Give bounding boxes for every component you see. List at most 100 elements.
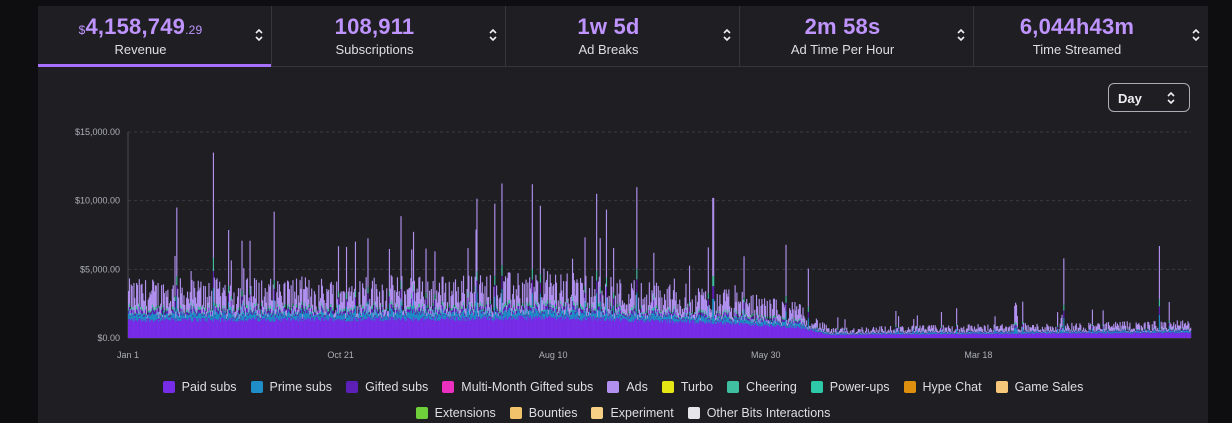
bar-segment [330, 310, 332, 318]
bar-segment [932, 333, 934, 338]
bar-segment [502, 314, 504, 316]
bar-segment [590, 317, 592, 338]
bar-segment [408, 306, 410, 310]
bar-segment [566, 306, 568, 316]
bar-segment [851, 330, 853, 333]
bar-segment [565, 281, 567, 304]
stat-tab-revenue[interactable]: $4,158,749.29 Revenue [38, 6, 272, 67]
bar-segment [695, 316, 697, 322]
bar-segment [655, 311, 658, 320]
bar-segment [561, 310, 563, 317]
bar-segment [669, 284, 671, 309]
bar-segment [943, 333, 945, 334]
bar-segment [705, 321, 708, 338]
bar-segment [228, 319, 230, 338]
bar-segment [245, 315, 247, 317]
bar-segment [514, 316, 516, 319]
sort-arrows-icon [723, 28, 731, 42]
bar-segment [768, 320, 770, 325]
bar-segment [525, 279, 527, 303]
bar-segment [342, 320, 344, 338]
bar-segment [270, 321, 272, 338]
bar-segment [800, 325, 802, 329]
bar-segment [372, 318, 374, 320]
bar-segment [724, 301, 726, 316]
bar-segment [281, 302, 283, 312]
bar-segment [245, 304, 248, 309]
bar-segment [345, 318, 347, 320]
bar-segment [924, 334, 926, 338]
bar-segment [697, 322, 699, 338]
bar-segment [320, 314, 322, 317]
granularity-select[interactable]: Day [1108, 83, 1190, 112]
bar-segment [387, 318, 390, 321]
bar-segment [368, 312, 370, 315]
bar-segment [930, 333, 932, 335]
bar-segment [300, 288, 302, 308]
bar-segment [855, 332, 857, 334]
stat-tab-time-streamed[interactable]: 6,044h43m Time Streamed [974, 6, 1208, 66]
bar-segment [162, 304, 164, 308]
bar-segment [517, 319, 519, 338]
bar-segment [930, 332, 932, 334]
bar-segment [621, 317, 623, 321]
bar-segment [717, 317, 719, 321]
bar-segment [507, 319, 509, 338]
bar-segment [946, 334, 948, 338]
bar-segment [345, 312, 347, 319]
bar-segment [221, 312, 223, 319]
stat-tab-ad-time-per-hour[interactable]: 2m 58s Ad Time Per Hour [740, 6, 974, 66]
bar-segment [434, 320, 436, 338]
bar-segment [513, 310, 515, 317]
bar-segment [247, 315, 249, 320]
bar-segment [786, 327, 788, 338]
bar-segment [287, 306, 290, 311]
bar-segment [605, 321, 607, 338]
bar-segment [364, 313, 366, 320]
bar-segment [834, 334, 836, 338]
bar-segment [213, 277, 215, 303]
bar-segment [788, 318, 790, 324]
bar-segment [291, 315, 293, 317]
bar-segment [491, 316, 493, 318]
bar-segment [136, 306, 138, 310]
bar-segment [574, 310, 576, 313]
bar-segment [909, 329, 911, 333]
bar-segment [984, 326, 986, 332]
bar-segment [995, 332, 997, 334]
stat-label: Time Streamed [1032, 42, 1122, 57]
bar-segment [343, 318, 345, 338]
stat-tab-ad-breaks[interactable]: 1w 5d Ad Breaks [506, 6, 740, 66]
bar-segment [143, 300, 145, 314]
bar-segment [487, 310, 490, 313]
bar-segment [647, 305, 650, 314]
bar-segment [636, 279, 638, 293]
bar-segment [969, 332, 971, 333]
bar-segment [155, 285, 157, 307]
bar-segment [435, 299, 437, 313]
bar-segment [983, 330, 985, 332]
bar-segment [685, 283, 687, 307]
bar-segment [971, 325, 973, 331]
bar-segment [814, 330, 817, 332]
bar-segment [389, 310, 391, 314]
bar-segment [327, 309, 329, 312]
bar-segment [223, 290, 225, 310]
bar-segment [452, 311, 454, 317]
bar-segment [796, 319, 798, 322]
bar-segment [557, 300, 559, 312]
bar-segment [780, 324, 782, 327]
stat-tab-subscriptions[interactable]: 108,911 Subscriptions [272, 6, 506, 66]
bar-segment [433, 316, 435, 318]
bar-segment [830, 331, 832, 334]
bar-segment [571, 296, 574, 301]
bar-segment [330, 304, 332, 308]
bar-segment [175, 319, 177, 322]
bar-segment [867, 334, 869, 338]
bar-segment [472, 314, 474, 316]
bar-segment [620, 321, 622, 338]
bar-segment [595, 311, 597, 314]
bar-segment [236, 314, 239, 317]
bar-segment [672, 319, 674, 338]
bar-segment [785, 327, 787, 338]
